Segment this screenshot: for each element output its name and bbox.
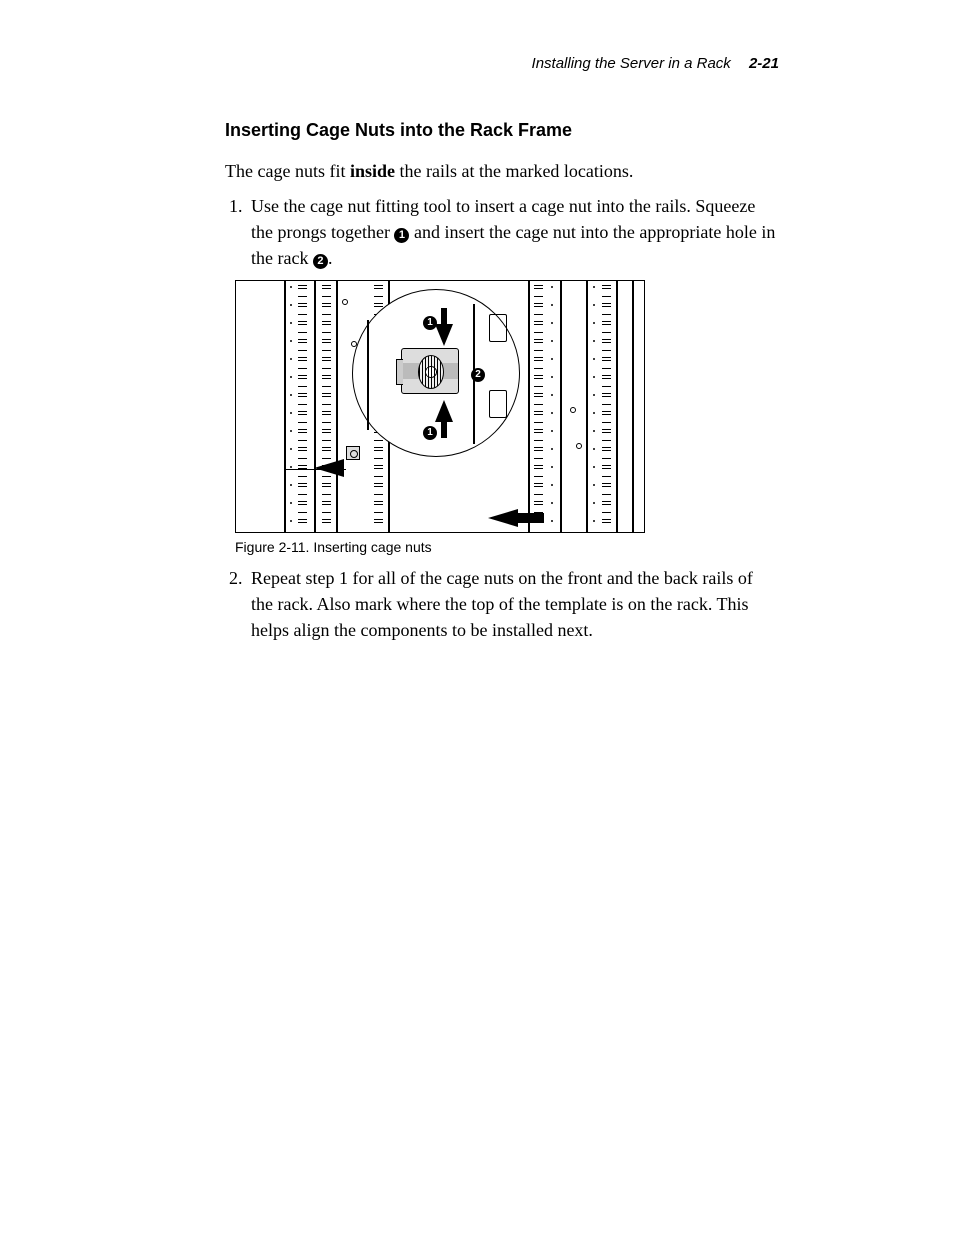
rack-rail-left-inner: [322, 281, 352, 532]
figure-caption: Figure 2-11. Inserting cage nuts: [235, 539, 779, 555]
callout-1-icon: 1: [394, 228, 409, 243]
intro-text-bold: inside: [350, 161, 395, 181]
step-list: Use the cage nut fitting tool to insert …: [225, 193, 779, 271]
lens-callout-1b: 1: [423, 426, 437, 440]
cage-nut-small-icon: [346, 446, 360, 460]
step-list-cont: Repeat step 1 for all of the cage nuts o…: [225, 565, 779, 643]
figure-2-11: 1 1 2: [235, 280, 645, 533]
rack-rail-left: [284, 281, 324, 532]
step1-text-c: .: [328, 248, 333, 268]
lens-callout-2: 2: [471, 368, 485, 382]
step2-text: Repeat step 1 for all of the cage nuts o…: [251, 568, 753, 640]
running-header: Installing the Server in a Rack 2-21: [225, 55, 779, 72]
section-heading: Inserting Cage Nuts into the Rack Frame: [225, 120, 779, 141]
marker-dot: [342, 299, 348, 305]
cage-nut-icon: [401, 348, 459, 394]
arrow-left-icon: [314, 459, 344, 477]
marker-dot: [351, 341, 357, 347]
intro-paragraph: The cage nuts fit inside the rails at th…: [225, 159, 779, 183]
step-2: Repeat step 1 for all of the cage nuts o…: [247, 565, 779, 643]
marker-dot: [576, 443, 582, 449]
callout-2-icon: 2: [313, 254, 328, 269]
step-1: Use the cage nut fitting tool to insert …: [247, 193, 779, 271]
intro-text-pre: The cage nuts fit: [225, 161, 350, 181]
arrow-down-icon: [435, 324, 453, 346]
arrow-up-shaft: [441, 420, 447, 438]
detail-lens: 1 1 2: [352, 289, 520, 457]
rack-edge-right: [632, 281, 634, 532]
arrow-left-large-icon: [488, 509, 518, 527]
page: Installing the Server in a Rack 2-21 Ins…: [0, 0, 954, 1235]
running-title: Installing the Server in a Rack: [532, 55, 731, 72]
rack-rail-right-b: [586, 281, 626, 532]
arrow-left-large-shaft: [518, 513, 544, 523]
rack-rail-right-a: [528, 281, 568, 532]
lens-callout-1a: 1: [423, 316, 437, 330]
arrow-up-icon: [435, 400, 453, 422]
page-number: 2-21: [749, 55, 779, 72]
intro-text-post: the rails at the marked locations.: [395, 161, 633, 181]
marker-dot: [570, 407, 576, 413]
